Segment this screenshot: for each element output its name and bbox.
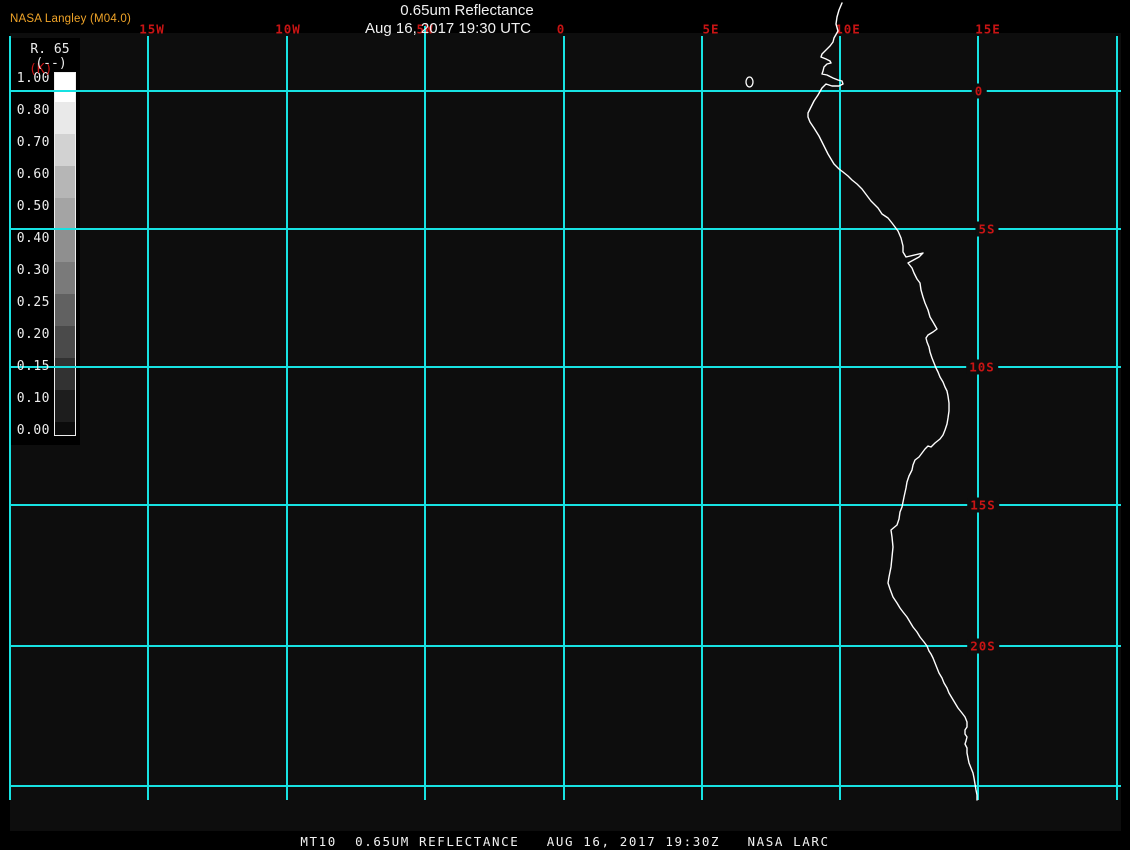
colorbar-tick-label: 0.00 [16, 423, 50, 438]
gridline-parallel [10, 645, 1121, 647]
longitude-label: 10W [275, 21, 301, 37]
datetime-title: Aug 16, 2017 19:30 UTC [365, 20, 531, 37]
gridline-meridian [701, 36, 703, 800]
gridline-parallel [10, 366, 1121, 368]
gridline-meridian [977, 36, 979, 800]
colorbar-tick-label: 0.15 [16, 359, 50, 374]
gridline-meridian [147, 36, 149, 800]
gridline-parallel [10, 785, 1121, 787]
latitude-label: 20S [967, 638, 999, 654]
footer-status-text: MT10 0.65UM REFLECTANCE AUG 16, 2017 19:… [300, 834, 830, 849]
colorbar-title: R. 65 [30, 42, 70, 57]
colorbar-tick-label: 0.70 [16, 135, 50, 150]
colorbar-tick-label: 0.60 [16, 167, 50, 182]
gridline-parallel [10, 90, 1121, 92]
gridline-parallel [10, 504, 1121, 506]
footer-status-bar: MT10 0.65UM REFLECTANCE AUG 16, 2017 19:… [0, 831, 1130, 850]
colorbar-tick-label: 0.30 [16, 263, 50, 278]
colorbar-tick-label: 0.25 [16, 295, 50, 310]
colorbar-tick-label: 0.40 [16, 231, 50, 246]
gridline-meridian [286, 36, 288, 800]
colorbar-tick-label: 0.80 [16, 103, 50, 118]
colorbar-units-overlay-label: (K) [29, 62, 53, 77]
product-title: 0.65um Reflectance [400, 2, 534, 19]
gridline-meridian [563, 36, 565, 800]
longitude-label: 5E [702, 21, 720, 37]
latitude-label: 15S [967, 497, 999, 513]
longitude-label: 15E [975, 21, 1001, 37]
latitude-label: 5S [975, 221, 999, 237]
gridline-meridian [839, 36, 841, 800]
colorbar-tick-label: 1.00 [16, 71, 50, 86]
gridline-meridian [9, 36, 11, 800]
latitude-label: 10S [966, 359, 998, 375]
gridline-meridian [424, 26, 426, 800]
longitude-label: 10E [835, 21, 861, 37]
colorbar-units-label: (--) [35, 56, 67, 71]
gridline-meridian [1116, 36, 1118, 800]
longitude-label: 15W [139, 21, 165, 37]
longitude-label: 0 [556, 21, 566, 37]
agency-credit-label: NASA Langley (M04.0) [10, 13, 131, 25]
latitude-label: 0 [971, 83, 987, 99]
colorbar-gradient-bar [54, 72, 76, 436]
gridline-parallel [10, 228, 1121, 230]
map-background [10, 33, 1121, 831]
colorbar-tick-label: 0.50 [16, 199, 50, 214]
colorbar-tick-label: 0.20 [16, 327, 50, 342]
colorbar-tick-label: 0.10 [16, 391, 50, 406]
